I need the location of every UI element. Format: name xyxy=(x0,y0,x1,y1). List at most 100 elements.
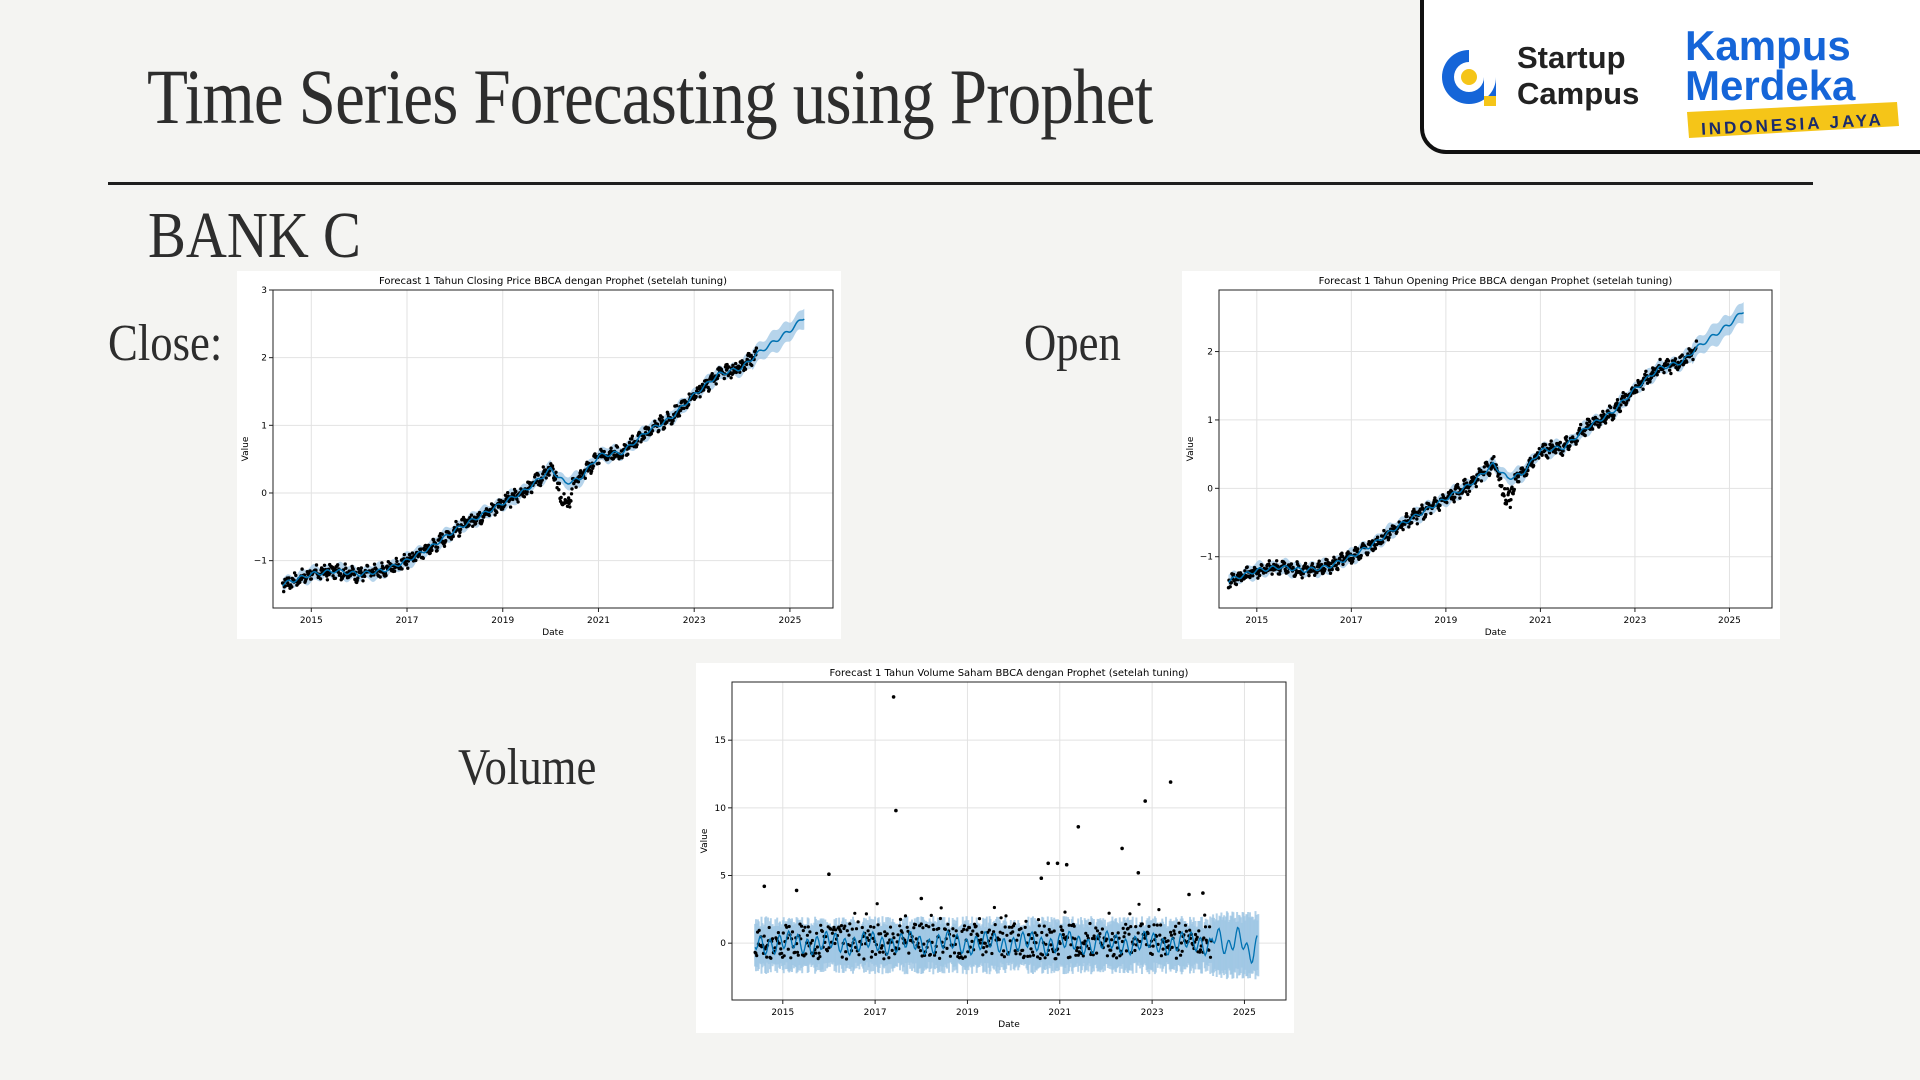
observed-point xyxy=(314,563,319,567)
observed-point xyxy=(1310,562,1315,566)
observed-point xyxy=(522,495,527,499)
observed-point xyxy=(1554,447,1558,451)
observed-point xyxy=(1438,503,1442,508)
x-tick-label: 2025 xyxy=(1233,1008,1256,1018)
observed-point xyxy=(627,446,631,450)
observed-point xyxy=(1593,422,1597,426)
observed-point xyxy=(1586,423,1590,427)
observed-point xyxy=(356,576,360,580)
observed-point xyxy=(803,925,807,929)
slide-subtitle: BANK C xyxy=(148,199,361,272)
observed-point xyxy=(1611,416,1616,421)
observed-point xyxy=(1155,923,1159,927)
observed-point xyxy=(1382,528,1386,533)
x-tick-label: 2019 xyxy=(1434,616,1457,626)
observed-point xyxy=(1537,447,1541,451)
observed-point xyxy=(1387,536,1391,540)
x-tick-label: 2025 xyxy=(778,616,801,626)
observed-point xyxy=(1056,952,1060,956)
observed-point xyxy=(1122,935,1126,939)
observed-point xyxy=(660,415,664,419)
observed-point xyxy=(1549,439,1553,443)
observed-point xyxy=(1590,427,1595,431)
observed-point xyxy=(344,566,348,570)
observed-point xyxy=(428,551,432,555)
x-tick-label: 2015 xyxy=(300,616,323,626)
observed-point xyxy=(990,951,994,956)
observed-point xyxy=(907,951,911,955)
observed-point xyxy=(574,485,578,489)
observed-point xyxy=(843,924,847,928)
startup-campus-logo-icon xyxy=(1442,50,1496,106)
observed-point xyxy=(1603,421,1608,425)
observed-point xyxy=(1019,927,1023,931)
x-tick-label: 2019 xyxy=(956,1008,979,1018)
observed-point xyxy=(454,519,458,524)
observed-point xyxy=(860,925,864,930)
observed-point xyxy=(394,556,398,561)
observed-point xyxy=(1401,527,1405,532)
observed-point xyxy=(665,420,669,424)
observed-point xyxy=(1069,943,1073,947)
title-divider xyxy=(108,182,1813,185)
forecast-line xyxy=(1227,311,1745,583)
observed-point xyxy=(1005,933,1009,937)
observed-point xyxy=(1134,925,1138,929)
observed-point xyxy=(467,523,471,527)
observed-point xyxy=(1154,934,1159,938)
observed-point xyxy=(831,928,835,932)
observed-point xyxy=(854,945,858,949)
observed-point xyxy=(1467,489,1472,493)
observed-point xyxy=(1179,953,1183,957)
observed-point xyxy=(1257,573,1262,578)
observed-point xyxy=(815,945,819,949)
observed-point xyxy=(1147,924,1151,928)
observed-point xyxy=(1094,926,1098,930)
observed-point xyxy=(887,956,891,960)
observed-point xyxy=(457,534,462,538)
observed-point xyxy=(333,576,338,580)
outlier-point xyxy=(1055,861,1060,866)
observed-point xyxy=(1052,929,1056,933)
observed-point xyxy=(726,373,730,378)
observed-point xyxy=(785,925,789,929)
x-tick-label: 2017 xyxy=(1340,616,1363,626)
observed-point xyxy=(1560,453,1565,457)
observed-point xyxy=(359,566,363,570)
y-tick-label: −1 xyxy=(1200,553,1213,563)
observed-point xyxy=(1105,954,1109,958)
observed-point xyxy=(1486,464,1490,468)
observed-point xyxy=(1464,490,1468,494)
observed-point xyxy=(1567,447,1571,452)
observed-point xyxy=(1260,563,1264,568)
observed-point xyxy=(980,930,984,934)
observed-point xyxy=(1243,569,1247,573)
observed-point xyxy=(1351,559,1355,564)
observed-point xyxy=(1248,575,1252,580)
volume-chart: Forecast 1 Tahun Volume Saham BBCA denga… xyxy=(696,663,1294,1033)
observed-point xyxy=(1351,556,1355,561)
observed-point xyxy=(854,927,859,931)
observed-point xyxy=(1602,412,1606,417)
observed-point xyxy=(880,944,884,948)
observed-point xyxy=(512,493,516,497)
observed-point xyxy=(871,936,875,940)
observed-point xyxy=(1575,439,1579,443)
observed-point xyxy=(1624,401,1629,405)
observed-point xyxy=(1282,561,1287,565)
observed-point xyxy=(363,574,367,579)
observed-point xyxy=(965,928,969,932)
observed-point xyxy=(1514,477,1518,481)
observed-point xyxy=(1084,931,1088,935)
observed-point xyxy=(547,473,551,477)
observed-point xyxy=(937,926,941,931)
observed-point xyxy=(967,926,972,930)
observed-point xyxy=(1355,550,1359,554)
observed-point xyxy=(1669,371,1673,376)
observed-point xyxy=(444,539,448,543)
observed-point xyxy=(731,363,735,367)
observed-point xyxy=(883,930,887,934)
observed-point xyxy=(677,414,682,418)
observed-point xyxy=(1319,562,1324,567)
observed-point xyxy=(982,946,986,950)
